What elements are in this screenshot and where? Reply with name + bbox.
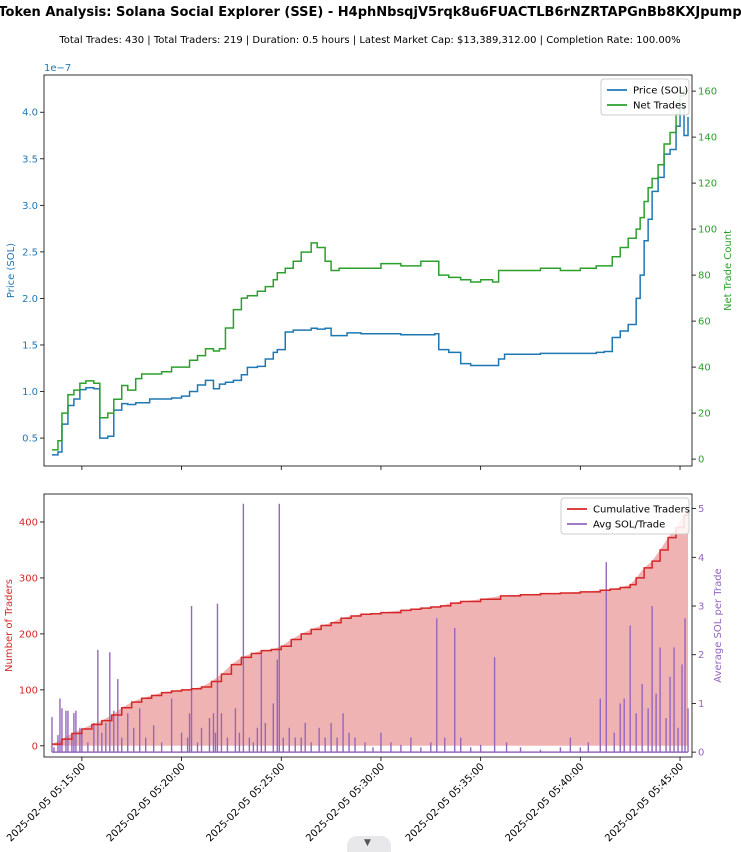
x-tick-label: 2025-02-05 05:25:00	[205, 761, 288, 844]
y2-tick-label: 60	[698, 317, 711, 328]
price-panel: 0.5 1.0 1.5 2.0 2.5 3.0 3.5 4.0 0 20 40 60 80 100 120 1…	[6, 63, 734, 470]
y-tick-label: 4.0	[22, 108, 38, 119]
x-tick-label: 2025-02-05 05:15:00	[5, 761, 88, 844]
legend-label: Cumulative Traders	[593, 505, 690, 516]
y-tick-label: 1.0	[22, 387, 38, 398]
y2-axis-label: Average SOL per Trade	[713, 568, 724, 682]
y2-tick-label: 3	[698, 602, 704, 613]
y2-tick-label: 100	[698, 225, 717, 236]
legend-label: Net Trades	[633, 101, 686, 112]
y-tick-label: 1.5	[22, 340, 38, 351]
traders-line	[51, 509, 689, 745]
price-line	[51, 106, 689, 456]
legend: Cumulative Traders Avg SOL/Trade	[560, 497, 690, 535]
y2-tick-label: 160	[698, 87, 717, 98]
y2-tick-label: 140	[698, 133, 717, 144]
plot-frame	[43, 74, 693, 467]
y2-tick-label: 5	[698, 504, 704, 515]
y-offset-text: 1e−7	[44, 63, 71, 74]
x-tick-label: 2025-02-05 05:35:00	[404, 761, 487, 844]
legend-box	[600, 78, 690, 116]
y-tick-label: 0	[32, 741, 38, 752]
legend-label: Price (SOL)	[633, 86, 688, 97]
traders-panel: 0 100 200 300 400 0 1 2 3 4 5 Number of Traders Aver…	[4, 493, 724, 844]
chevron-down-icon: ▼	[364, 838, 371, 848]
y-tick-label: 2.0	[22, 294, 38, 305]
chart-title: Token Analysis: Solana Social Explorer (…	[0, 5, 741, 20]
y-tick-label: 400	[19, 517, 38, 528]
y2-axis-label: Net Trade Count	[723, 230, 734, 311]
y-tick-label: 2.5	[22, 247, 38, 258]
x-tick-label: 2025-02-05 05:20:00	[105, 761, 188, 844]
y-tick-label: 300	[19, 573, 38, 584]
y2-tick-label: 0	[698, 455, 704, 466]
scroll-down-button[interactable]: ▼	[347, 836, 391, 852]
x-tick-label: 2025-02-05 05:45:00	[603, 761, 686, 844]
y-axis-label: Price (SOL)	[6, 243, 17, 298]
x-tick-label: 2025-02-05 05:40:00	[504, 761, 587, 844]
y-tick-label: 200	[19, 629, 38, 640]
plot-frame	[43, 493, 693, 758]
y2-tick-label: 20	[698, 409, 711, 420]
chart-subtitle: Total Trades: 430 | Total Traders: 219 |…	[58, 35, 680, 46]
y2-tick-label: 4	[698, 553, 704, 564]
y2-tick-label: 1	[698, 699, 704, 710]
y-tick-label: 100	[19, 685, 38, 696]
legend-box	[560, 497, 690, 535]
legend: Price (SOL) Net Trades	[600, 78, 690, 116]
y2-tick-label: 2	[698, 650, 704, 661]
traders-area	[51, 509, 689, 746]
net-trades-line	[51, 90, 689, 451]
x-tick-label: 2025-02-05 05:30:00	[304, 761, 387, 844]
y2-tick-label: 0	[698, 748, 704, 759]
y-tick-label: 3.5	[22, 154, 38, 165]
y2-tick-label: 40	[698, 363, 711, 374]
y-tick-label: 0.5	[22, 434, 38, 445]
y2-tick-label: 80	[698, 271, 711, 282]
y-axis-label: Number of Traders	[4, 579, 15, 672]
y2-tick-label: 120	[698, 179, 717, 190]
legend-label: Avg SOL/Trade	[593, 520, 665, 531]
y-tick-label: 3.0	[22, 201, 38, 212]
